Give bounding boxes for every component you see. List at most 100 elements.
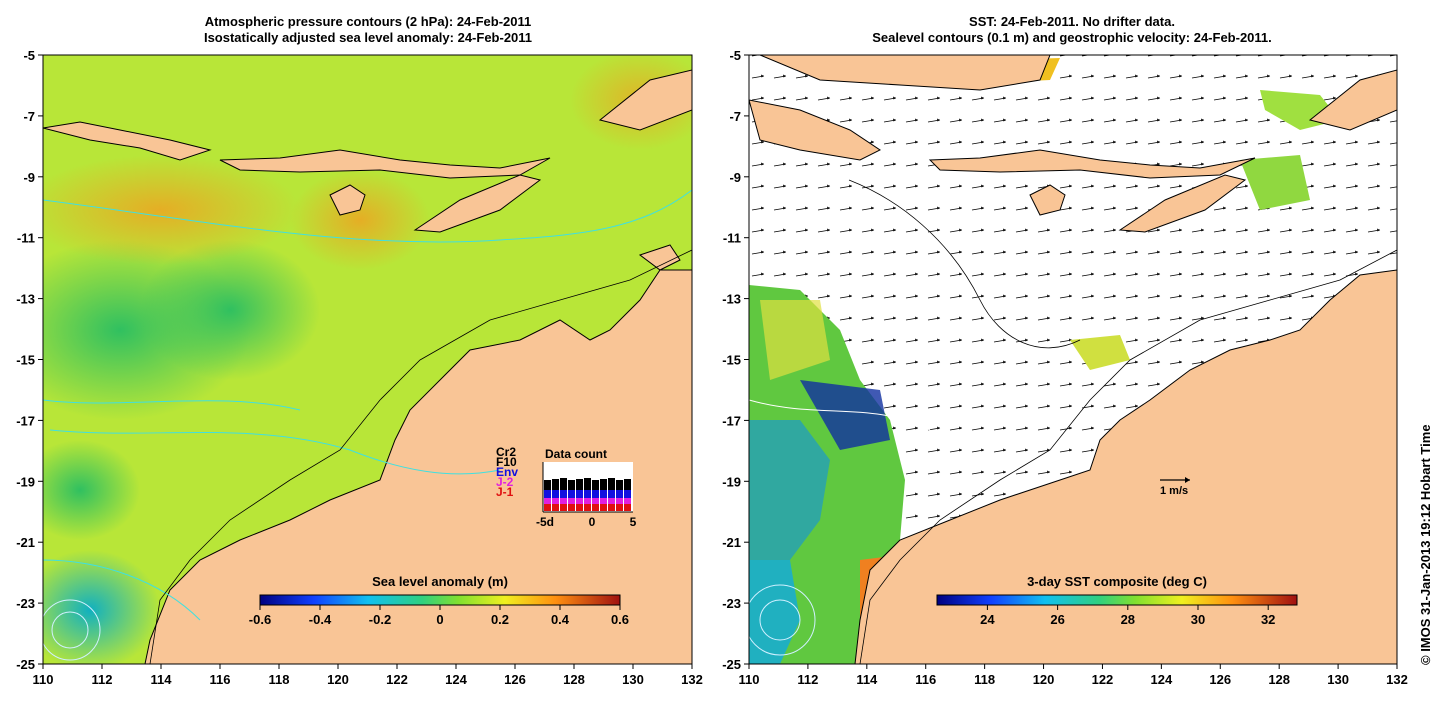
left-x-tick-label: 122 [386,672,408,687]
axis-ticks: 110 112 114 116 118 120 122 124 126 128 130 132 -5 -7… [16,48,1408,687]
inset-bar-segment [624,479,631,490]
inset-bar-segment [616,490,623,498]
inset-bar-segment [592,498,599,504]
inset-bar-segment [568,480,575,490]
inset-bar-segment [560,478,567,490]
inset-legend-item: Cr2 [496,445,516,459]
data-count-inset [542,462,633,513]
left-anomaly-low-sw [43,550,160,664]
left-title-line2: Isostatically adjusted sea level anomaly… [203,30,533,45]
left-x-tick-label: 132 [681,672,703,687]
inset-bar-segment [576,479,583,490]
left-x-tick-label: 116 [210,672,231,687]
inset-bar-segment [608,490,615,498]
inset-bar-segment [616,480,623,490]
inset-bar-segment [608,498,615,504]
right-y-tick-label: -15 [722,353,741,368]
right-x-tick-label: 112 [797,672,818,687]
left-contour-3 [43,559,201,621]
left-y-tick-label: -7 [23,109,35,124]
right-timor-island [1118,174,1247,233]
right-scale-arrowhead [1185,477,1190,483]
inset-legend-item: F10 [496,455,517,469]
left-anomaly-high-east [290,170,430,270]
right-colorbar-tick-label: 28 [1121,612,1135,627]
right-sst-patch-ne2 [1240,155,1310,210]
inset-bar-segment [616,498,623,504]
left-colorbar [259,594,621,606]
left-colorbar-tick-label: -0.6 [249,612,271,627]
inset-bar-segment [592,504,599,511]
inset-bar-segment [600,479,607,490]
left-bathymetry-line [149,249,692,664]
right-ne-island [1308,69,1397,131]
right-contour-2 [759,599,801,641]
inset-legend-item: J-1 [496,485,514,499]
left-x-tick-label: 130 [622,672,644,687]
left-lesser-sunda-islands [219,149,551,179]
left-colorbar-tick-label: 0 [436,612,443,627]
left-timor-island [413,174,542,233]
left-x-tick-label: 118 [269,672,290,687]
right-y-tick-label: -17 [722,413,741,428]
left-x-tick-label: 110 [33,672,54,687]
right-sst-warm-west [760,300,830,380]
inset-x-ticks: -5d 0 5 [536,515,637,529]
inset-bar-segment [552,504,559,511]
left-title: Atmospheric pressure contours (2 hPa): 2… [40,14,696,46]
right-y-tick-label: -11 [723,231,741,246]
inset-legend-item: Env [496,465,518,479]
right-y-tick-label: -23 [722,596,741,611]
right-sst-cold-patch [800,380,890,450]
inset-bar-segment [560,490,567,498]
left-y-tick-label: -13 [16,292,35,307]
right-y-tick-label: -13 [722,292,741,307]
left-y-tick-label: -21 [16,535,35,550]
right-contour-1 [749,399,931,431]
inset-title: Data count [545,447,607,461]
left-x-tick-label: 126 [504,672,526,687]
right-y-tick-label: -5 [729,48,741,63]
left-y-tick-label: -19 [16,474,35,489]
left-y-tick-label: -9 [23,170,35,185]
right-x-tick-label: 122 [1092,672,1114,687]
right-map [749,55,1397,664]
left-x-tick-label: 120 [327,672,349,687]
left-x-tick-label: 124 [445,672,467,687]
left-colorbar-tick-label: -0.2 [369,612,391,627]
inset-bar-segment [544,504,551,511]
inset-bar-segment [608,504,615,511]
inset-bar-segment [608,478,615,490]
right-scale-label: 1 m/s [1160,485,1188,497]
left-x-tick-label: 112 [92,672,113,687]
inset-bar-segment [592,480,599,490]
inset-bar-segment [600,490,607,498]
inset-bar-segment [616,504,623,511]
right-x-tick-label: 126 [1209,672,1231,687]
right-x-tick-label: 130 [1327,672,1349,687]
right-y-tick-label: -9 [729,170,741,185]
right-x-tick-label: 132 [1386,672,1408,687]
inset-bar-segment [624,504,631,511]
right-y-tick-label: -19 [722,474,741,489]
inset-bar-segment [552,479,559,490]
left-java-island [43,121,212,161]
left-colorbar-tick-label: -0.4 [309,612,332,627]
right-sst-west-cool [749,420,830,560]
inset-bar-segment [568,490,575,498]
left-contour-5 [51,611,89,649]
right-sumba-island [1029,184,1066,216]
left-y-tick-label: -11 [17,231,35,246]
left-contour-6 [43,599,101,661]
right-title-line2: Sealevel contours (0.1 m) and geostrophi… [872,30,1272,45]
inset-bars [544,478,631,511]
right-lesser-sunda-islands [928,149,1256,179]
copyright-text: © IMOS 31-Jan-2013 19:12 Hobart Time [1418,424,1433,665]
inset-bar-segment [576,504,583,511]
right-northern-land [759,55,1051,91]
right-colorbar-tick-label: 26 [1050,612,1064,627]
inset-bar-segment [544,480,551,490]
copyright-notice: © IMOS 31-Jan-2013 19:12 Hobart Time [1402,395,1433,665]
left-colorbar-ticks: -0.6 -0.4 -0.2 0 0.2 0.4 0.6 [249,605,629,627]
inset-bar-segment [600,504,607,511]
